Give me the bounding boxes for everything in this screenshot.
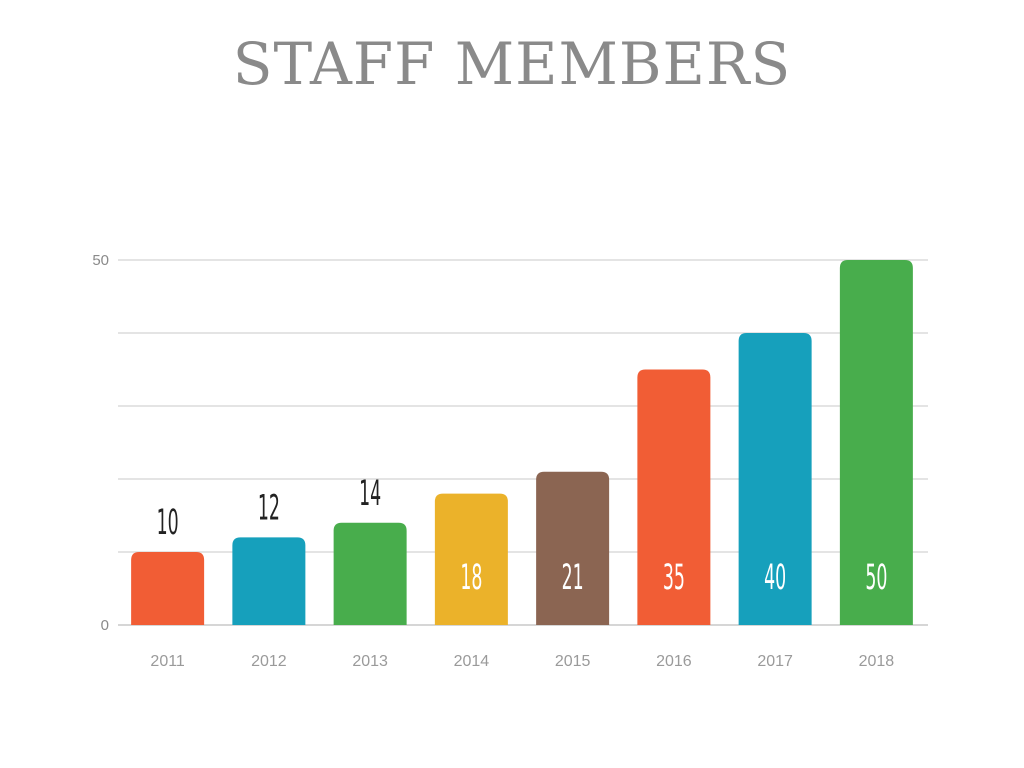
- y-tick-label: 50: [92, 252, 109, 269]
- data-label-2017: 40: [764, 556, 786, 598]
- bar-2013: [333, 522, 407, 625]
- chart-title: STAFF MEMBERS: [232, 30, 792, 98]
- bar-2017: [738, 333, 812, 625]
- x-tick-label: 2014: [454, 653, 490, 670]
- bar-2014: [434, 493, 508, 625]
- data-label-2014: 18: [460, 556, 482, 598]
- x-tick-label: 2012: [251, 653, 287, 670]
- x-tick-label: 2017: [757, 653, 793, 670]
- x-tick-label: 2015: [555, 653, 591, 670]
- x-tick-label: 2013: [352, 653, 388, 670]
- bar-2015: [536, 471, 610, 625]
- data-label-2016: 35: [663, 556, 685, 598]
- data-label-2015: 21: [562, 556, 584, 598]
- bars: 10 12 14 18 21 35 40 50: [131, 260, 913, 625]
- bar-2016: [637, 369, 711, 625]
- y-axis: 0 50: [92, 252, 109, 634]
- data-label-2018: 50: [865, 556, 887, 598]
- y-tick-label: 0: [101, 617, 109, 634]
- x-axis: 2011 2012 2013 2014 2015 2016 2017 2018: [150, 653, 894, 670]
- data-label-2011: 10: [157, 501, 179, 543]
- x-tick-label: 2016: [656, 653, 692, 670]
- data-label-2013: 14: [359, 472, 381, 514]
- bar-2012: [232, 537, 306, 625]
- x-tick-label: 2018: [859, 653, 895, 670]
- bar-2018: [839, 260, 913, 625]
- x-tick-label: 2011: [150, 653, 185, 670]
- data-label-2012: 12: [258, 486, 280, 528]
- bar-2011: [131, 552, 205, 625]
